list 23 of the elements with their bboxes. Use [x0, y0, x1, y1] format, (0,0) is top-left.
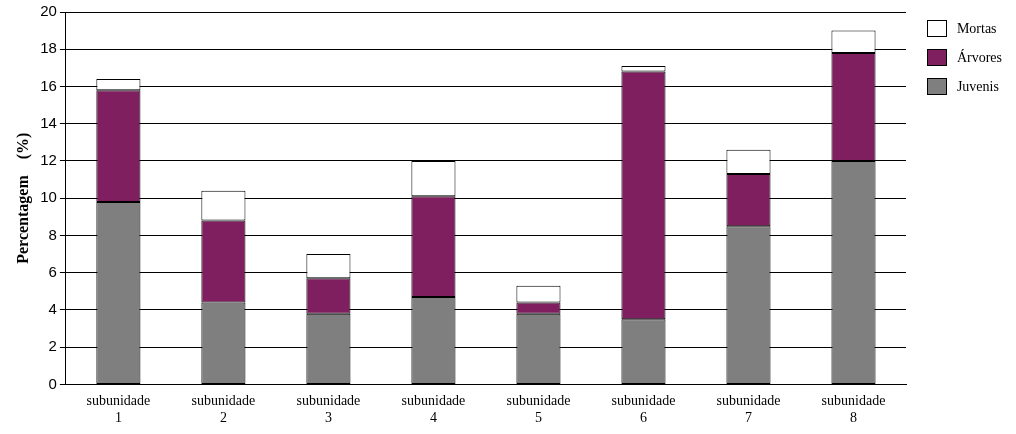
- y-axis-title: Percentagem (%): [13, 132, 32, 264]
- x-tick-label: subunidade 4: [401, 393, 466, 426]
- y-tick-label: 8: [48, 225, 57, 243]
- x-tick-label: subunidade 7: [716, 393, 781, 426]
- text: Mortas: [956, 20, 997, 37]
- y-tick-label: 2: [48, 337, 57, 355]
- y-tick-label: 6: [48, 262, 57, 280]
- x-tick-label: subunidade 5: [506, 393, 571, 426]
- y-tick-label: 10: [40, 188, 57, 206]
- x-tick-label: subunidade 3: [296, 393, 361, 426]
- y-tick-label: 4: [48, 300, 57, 318]
- y-tick-label: 20: [40, 2, 57, 20]
- legend-label: Árvores: [956, 49, 1002, 66]
- y-tick-label: 18: [40, 39, 57, 57]
- legend-label: Juvenis: [956, 78, 999, 95]
- x-tick-label: subunidade 6: [611, 393, 676, 426]
- x-tick-label: subunidade 8: [821, 393, 886, 426]
- y-tick-label: 12: [40, 151, 57, 169]
- x-tick-label: subunidade 1: [86, 393, 151, 426]
- y-tick-label: 16: [40, 76, 57, 94]
- y-tick-label: 0: [48, 374, 57, 392]
- x-tick-label: subunidade 2: [191, 393, 256, 426]
- y-tick-label: 14: [40, 113, 57, 131]
